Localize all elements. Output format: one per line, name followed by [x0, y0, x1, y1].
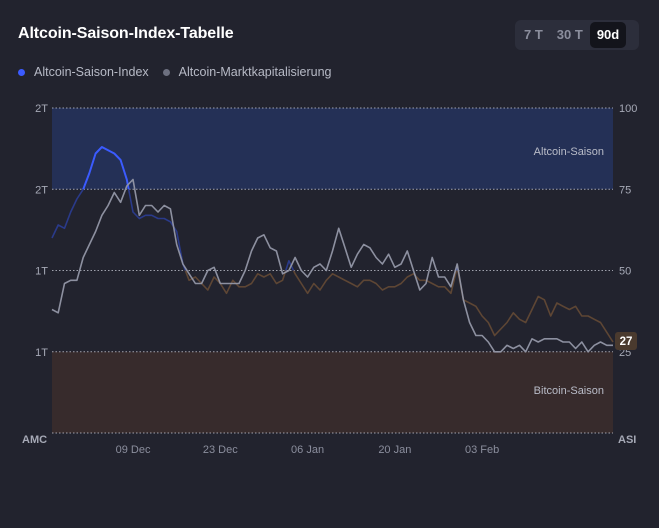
legend-item-altcoin-marketcap[interactable]: Altcoin-Marktkapitalisierung: [162, 65, 332, 79]
x-axis-tick-label: 03 Feb: [465, 444, 499, 456]
left-axis-tick-label: 1T: [35, 266, 48, 278]
altcoin-season-zone: [52, 108, 613, 190]
x-axis-left-label: AMC: [22, 434, 47, 446]
current-value-label: 27: [620, 336, 633, 348]
bitcoin-season-label: Bitcoin-Saison: [534, 385, 604, 397]
altcoin-index-line-low: [184, 270, 614, 343]
x-axis-tick-label: 23 Dec: [203, 444, 238, 456]
bitcoin-season-zone: [52, 351, 613, 433]
left-axis-tick-label: 2T: [35, 103, 48, 115]
left-axis-tick-label: 1T: [35, 347, 48, 359]
left-axis-tick-label: 2T: [35, 184, 48, 196]
altcoin-index-line-mid: [51, 189, 459, 271]
range-button-7d[interactable]: 7 T: [524, 27, 543, 42]
altcoin-marketcap-line: [51, 178, 613, 353]
x-axis-tick-label: 06 Jan: [291, 444, 324, 456]
chart-legend: Altcoin-Saison-Index Altcoin-Marktkapita…: [18, 65, 346, 79]
x-axis-right-label: ASI: [618, 434, 636, 446]
right-axis-tick-label: 50: [619, 266, 631, 278]
legend-label: Altcoin-Saison-Index: [34, 65, 149, 79]
legend-dot-icon: [162, 68, 170, 76]
altcoin-season-label: Altcoin-Saison: [534, 146, 604, 158]
x-axis-tick-label: 20 Jan: [378, 444, 411, 456]
current-value-badge: [615, 332, 637, 350]
time-range-selector: 7 T 30 T 90d: [515, 20, 639, 50]
legend-label: Altcoin-Marktkapitalisierung: [178, 65, 332, 79]
x-axis-tick-label: 09 Dec: [116, 444, 151, 456]
page-title: Altcoin-Saison-Index-Tabelle: [18, 25, 234, 42]
legend-item-altcoin-index[interactable]: Altcoin-Saison-Index: [18, 65, 149, 79]
legend-dot-icon: [18, 68, 25, 76]
range-button-90d[interactable]: 90d: [589, 22, 627, 48]
right-axis-tick-label: 100: [619, 103, 637, 115]
right-axis-tick-label: 75: [619, 184, 631, 196]
range-button-30d[interactable]: 30 T: [556, 27, 583, 42]
